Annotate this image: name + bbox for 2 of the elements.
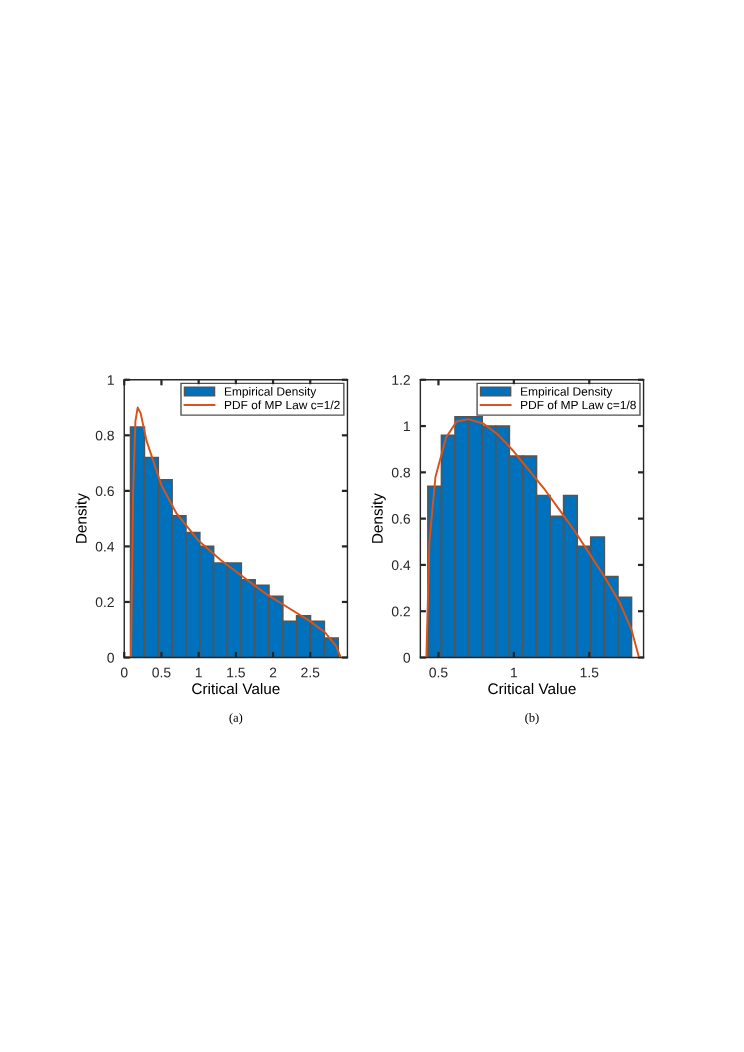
line-series: [425, 418, 641, 658]
line-series: [129, 406, 342, 658]
